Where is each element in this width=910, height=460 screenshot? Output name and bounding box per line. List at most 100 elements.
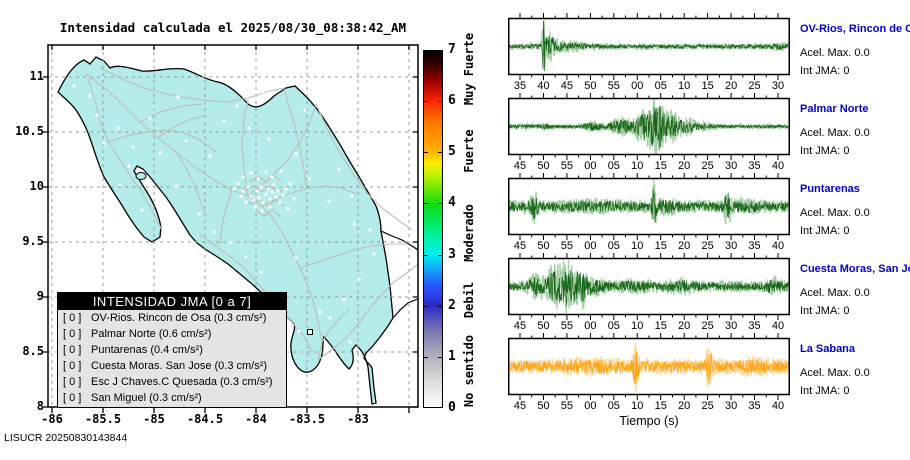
seismogram-x-tick-label: 50 xyxy=(537,320,550,332)
seismogram-x-tick-label: 15 xyxy=(654,320,667,332)
colorbar-tick xyxy=(423,356,428,358)
station-marker xyxy=(288,182,292,186)
station-marker xyxy=(342,297,346,301)
seismogram-x-tick-label: 40 xyxy=(771,320,785,332)
colorbar-tick-label: 7 xyxy=(448,42,456,57)
station-marker xyxy=(318,310,322,314)
colorbar-tick xyxy=(438,356,443,358)
seismogram-x-tick-label: 55 xyxy=(607,80,620,92)
legend-item-station: Cuesta Moras. San Jose (0.3 cm/s²) xyxy=(91,360,268,372)
station-marker xyxy=(260,209,264,213)
station-marker xyxy=(259,185,263,189)
station-marker xyxy=(297,329,301,333)
legend-item: [ 0 ] Puntarenas (0.4 cm/s²) xyxy=(58,342,286,358)
waveform-path xyxy=(509,179,789,225)
seismogram-5 xyxy=(508,333,790,400)
station-marker xyxy=(212,230,216,234)
legend-item-intensity: [ 0 ] xyxy=(63,328,82,340)
colorbar-tick xyxy=(438,203,443,205)
seismogram-x-tick-label: 05 xyxy=(607,320,620,332)
station-marker xyxy=(222,119,226,123)
seismogram-3 xyxy=(508,173,790,240)
gulf-island xyxy=(135,172,147,180)
colorbar-tick xyxy=(423,203,428,205)
waveform-path xyxy=(509,105,789,151)
seismogram-x-tick-label: 15 xyxy=(654,400,667,412)
seismogram-x-tick-label: 20 xyxy=(678,160,691,172)
seismogram-frame xyxy=(508,97,790,156)
legend-item-intensity: [ 0 ] xyxy=(63,360,82,372)
colorbar-tick xyxy=(438,101,443,103)
seismogram-x-tick-label: 45 xyxy=(513,400,527,412)
colorbar-tick-label: 3 xyxy=(448,246,456,262)
station-marker xyxy=(131,145,135,149)
station-marker xyxy=(386,236,390,240)
x-tick-label: -85 xyxy=(143,412,165,426)
y-tick-label: 8 xyxy=(36,399,44,413)
waveform-trace xyxy=(509,342,789,392)
seismogram-int-jma: Int JMA: 0 xyxy=(800,145,850,157)
station-marker xyxy=(261,201,265,205)
station-marker xyxy=(368,228,372,232)
seismogram-x-tick-label: 55 xyxy=(560,400,574,412)
station-marker xyxy=(350,194,354,198)
seismogram-station-name: Puntarenas xyxy=(800,183,860,195)
station-marker xyxy=(276,189,280,193)
colorbar-tick xyxy=(423,254,428,256)
map-gridlines xyxy=(48,45,418,407)
seismogram-ticks xyxy=(519,253,779,320)
seismogram-x-tick-label: 15 xyxy=(654,240,667,252)
legend-item: [ 0 ] San Miguel (0.3 cm/s²) xyxy=(58,390,286,406)
seismogram-x-tick-label: 50 xyxy=(584,80,597,92)
legend-item-station: Puntarenas (0.4 cm/s²) xyxy=(91,344,203,356)
panama-coastline xyxy=(380,230,418,319)
legend-items: [ 0 ] OV-Rios. Rincon de Osa (0.3 cm/s²) [… xyxy=(58,310,286,406)
station-marker xyxy=(272,183,276,187)
station-marker xyxy=(303,108,307,112)
colorbar-tick-label: 1 xyxy=(448,348,456,364)
seismogram-x-tick-label: 35 xyxy=(748,400,761,412)
station-marker xyxy=(232,187,236,191)
seismogram-x-tick-label: 00 xyxy=(631,80,644,92)
seismogram-x-tick-label: 55 xyxy=(560,320,574,332)
seismogram-x-tick-label: 40 xyxy=(537,80,550,92)
seismogram-x-tick-label: 10 xyxy=(631,400,644,412)
seismogram-ticks xyxy=(519,173,779,240)
seismogram-x-tick-label: 10 xyxy=(631,160,644,172)
x-tick-label: -83.5 xyxy=(288,412,326,426)
seismogram-x-tick-label: 25 xyxy=(701,400,714,412)
legend-item: [ 0 ] Palmar Norte (0.6 cm/s²) xyxy=(58,326,286,342)
legend-item-station: Palmar Norte (0.6 cm/s²) xyxy=(91,328,212,340)
colorbar-tick xyxy=(423,152,428,154)
colorbar-tick xyxy=(438,152,443,154)
x-tick-label: -83 xyxy=(347,412,369,426)
seismogram-x-tick-label: 45 xyxy=(513,160,527,172)
seismogram-x-tick-label: 55 xyxy=(560,240,574,252)
station-marker xyxy=(241,175,245,179)
intensity-legend: INTENSIDAD JMA [0 a 7] [ 0 ] OV-Rios. Rin… xyxy=(57,292,287,408)
station-marker xyxy=(208,154,212,158)
waveform-trace xyxy=(509,19,789,72)
station-marker xyxy=(247,126,251,130)
station-marker xyxy=(268,197,272,201)
seismogram-x-tick-label: 30 xyxy=(724,240,738,252)
y-tick-label: 9 xyxy=(36,289,44,303)
legend-item-intensity: [ 0 ] xyxy=(63,312,82,324)
legend-item-station: OV-Rios. Rincon de Osa (0.3 cm/s²) xyxy=(91,312,267,324)
legend-item-station: San Miguel (0.3 cm/s²) xyxy=(91,392,202,404)
watermark: LISUCR 20250830143844 xyxy=(4,432,128,444)
station-marker xyxy=(274,195,278,199)
x-tick-label: -84.5 xyxy=(186,412,224,426)
seismogram-station-name: La Sabana xyxy=(800,343,856,355)
waveform-trace xyxy=(509,179,789,225)
seismogram-x-tick-label: 00 xyxy=(584,160,597,172)
seismogram-4 xyxy=(508,253,790,320)
station-marker xyxy=(294,256,298,260)
seismogram-x-tick-label: 25 xyxy=(748,80,761,92)
y-tick-label: 10.5 xyxy=(15,124,44,138)
station-marker xyxy=(249,194,253,198)
legend-item: [ 0 ] Esc J Chaves.C Quesada (0.3 cm/s²) xyxy=(58,374,286,390)
station-marker xyxy=(328,316,332,320)
station-marker xyxy=(267,137,271,141)
seismogram-x-tick-label: 00 xyxy=(584,240,597,252)
